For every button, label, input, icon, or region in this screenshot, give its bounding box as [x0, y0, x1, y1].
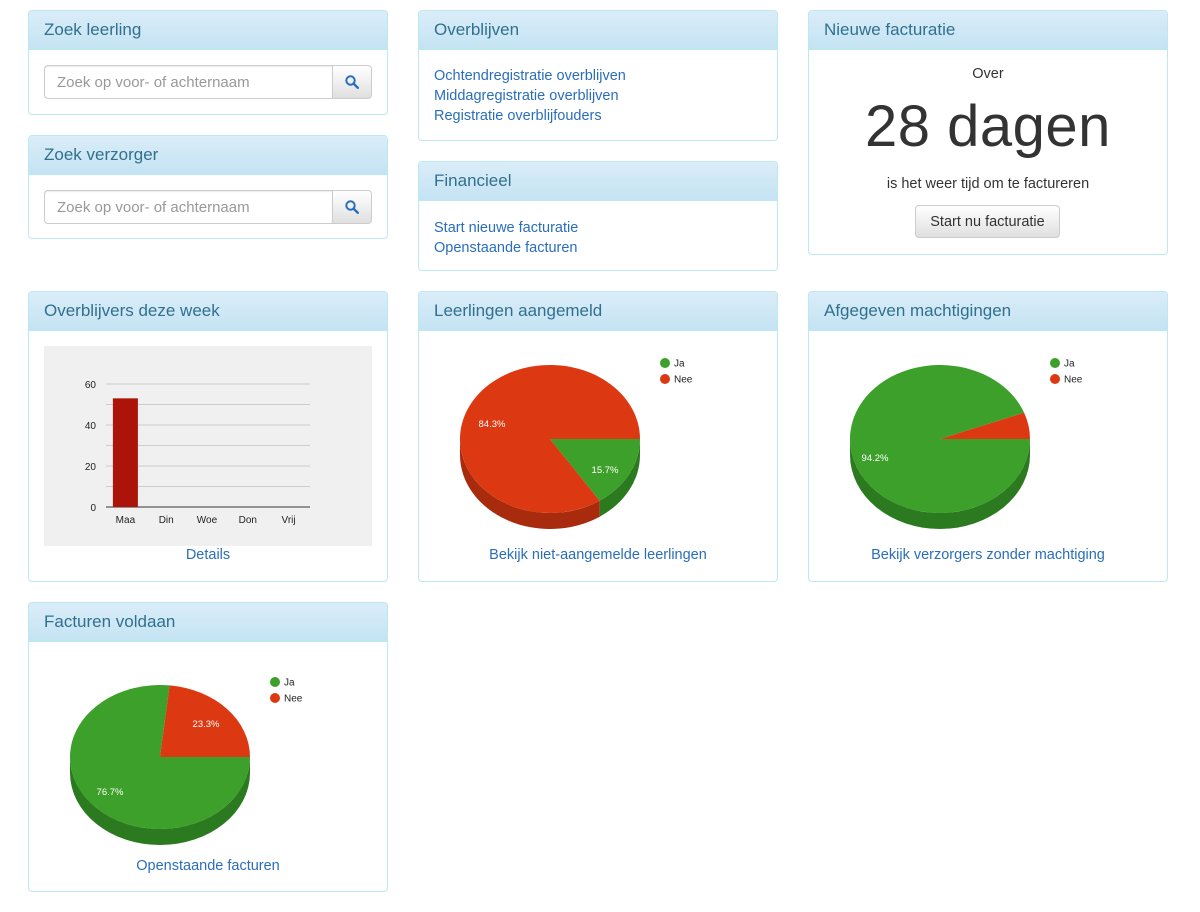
- legend-marker-nee: [270, 693, 280, 703]
- panel-title: Overblijvers deze week: [29, 292, 387, 331]
- panel-title: Zoek leerling: [29, 11, 387, 50]
- pie-value-label: 76.7%: [97, 787, 124, 798]
- x-tick-label: Woe: [197, 515, 218, 526]
- pie-value-label: 84.3%: [479, 419, 506, 430]
- pie-value-label: 94.2%: [862, 453, 889, 464]
- search-icon: [345, 200, 359, 214]
- panel-title: Afgegeven machtigingen: [809, 292, 1167, 331]
- legend-marker-ja: [270, 677, 280, 687]
- link-start-facturatie[interactable]: Start nieuwe facturatie: [434, 220, 579, 236]
- legend-label: Ja: [674, 359, 685, 370]
- facturatie-days-countdown: 28 dagen: [865, 94, 1111, 159]
- panel-title: Financieel: [419, 162, 777, 201]
- students-pie-chart: 15.7% 84.3% Ja Nee: [460, 358, 693, 529]
- details-link[interactable]: Details: [185, 547, 231, 563]
- bar-maa: [112, 398, 138, 507]
- link-middagregistratie[interactable]: Middagregistratie overblijven: [434, 88, 619, 104]
- y-tick-label: 0: [90, 503, 96, 514]
- x-tick-label: Vrij: [282, 515, 296, 526]
- y-tick-label: 40: [85, 421, 97, 432]
- pie-slice-ja: [850, 365, 1030, 513]
- y-tick-label: 20: [85, 462, 97, 473]
- x-tick-label: Don: [239, 515, 257, 526]
- pie-value-label: 23.3%: [193, 719, 220, 730]
- search-student-group: [44, 65, 372, 99]
- legend-label: Nee: [1064, 375, 1083, 386]
- facturatie-subtitle: is het weer tijd om te factureren: [886, 176, 1090, 192]
- legend-label: Ja: [1064, 359, 1075, 370]
- financieel-links: Start nieuwe facturatie Openstaande fact…: [434, 218, 578, 258]
- link-registratie-overblijfouders[interactable]: Registratie overblijfouders: [434, 108, 602, 124]
- financieel-panel: Financieel Start nieuwe facturatie Opens…: [418, 161, 778, 271]
- pie-side-nee: [460, 439, 600, 529]
- link-openstaande-facturen[interactable]: Openstaande facturen: [434, 240, 578, 256]
- facturatie-panel: Nieuwe facturatie Over 28 dagen is het w…: [808, 10, 1168, 255]
- panel-title: Zoek verzorger: [29, 136, 387, 175]
- niet-aangemelde-leerlingen-link[interactable]: Bekijk niet-aangemelde leerlingen: [489, 547, 707, 563]
- openstaande-facturen-link[interactable]: Openstaande facturen: [136, 858, 280, 874]
- panel-title: Facturen voldaan: [29, 603, 387, 642]
- legend-label: Ja: [284, 678, 295, 689]
- students-chart-panel: Leerlingen aangemeld 15.7% 84.3% Ja Nee Bek…: [418, 291, 778, 582]
- panel-title: Nieuwe facturatie: [809, 11, 1167, 50]
- panel-title: Leerlingen aangemeld: [419, 292, 777, 331]
- search-guardian-button[interactable]: [332, 190, 372, 224]
- mandates-pie-chart: 94.2% Ja Nee: [850, 358, 1083, 529]
- panel-title: Overblijven: [419, 11, 777, 50]
- x-tick-label: Maa: [116, 515, 136, 526]
- legend-label: Nee: [674, 375, 693, 386]
- legend-marker-nee: [660, 374, 670, 384]
- bar-chart: 0 20 40 60 Maa Din Woe Don Vrij: [85, 380, 310, 526]
- search-student-button[interactable]: [332, 65, 372, 99]
- link-ochtendregistratie[interactable]: Ochtendregistratie overblijven: [434, 68, 626, 84]
- mandates-chart-panel: Afgegeven machtigingen 94.2% Ja Nee Bekijk…: [808, 291, 1168, 582]
- search-student-panel: Zoek leerling: [28, 10, 388, 115]
- pie-value-label: 15.7%: [592, 465, 619, 476]
- start-facturatie-button[interactable]: Start nu facturatie: [915, 205, 1060, 238]
- search-icon: [345, 75, 359, 89]
- pie-slice-nee: [460, 365, 640, 513]
- legend-marker-nee: [1050, 374, 1060, 384]
- pie-side-ja: [599, 439, 640, 517]
- legend-marker-ja: [660, 358, 670, 368]
- pie-side-ja: [850, 439, 1030, 529]
- search-guardian-input[interactable]: [44, 190, 332, 224]
- invoices-pie-chart: 76.7% 23.3% Ja Nee: [70, 677, 303, 845]
- legend-label: Nee: [284, 694, 303, 705]
- x-tick-label: Din: [159, 515, 174, 526]
- overblijven-panel: Overblijven Ochtendregistratie overblijv…: [418, 10, 778, 141]
- facturatie-over-text: Over: [972, 66, 1004, 82]
- search-student-input[interactable]: [44, 65, 332, 99]
- bar-chart-area: 0 20 40 60 Maa Din Woe Don Vrij: [44, 346, 372, 546]
- search-guardian-group: [44, 190, 372, 224]
- verzorgers-zonder-machtiging-link[interactable]: Bekijk verzorgers zonder machtiging: [871, 547, 1105, 563]
- legend-marker-ja: [1050, 358, 1060, 368]
- pie-slice-ja: [550, 439, 640, 501]
- pie-slice-nee: [940, 412, 1030, 439]
- pie-side-ja: [70, 757, 250, 845]
- search-guardian-panel: Zoek verzorger: [28, 135, 388, 239]
- pie-slice-nee: [160, 685, 250, 757]
- invoices-chart-panel: Facturen voldaan 76.7% 23.3% Ja Nee Opensta…: [28, 602, 388, 892]
- y-tick-label: 60: [85, 380, 97, 391]
- week-chart-panel: Overblijvers deze week 0 20 40 60 Maa Din Woe D…: [28, 291, 388, 582]
- overblijven-links: Ochtendregistratie overblijven Middagreg…: [434, 66, 626, 126]
